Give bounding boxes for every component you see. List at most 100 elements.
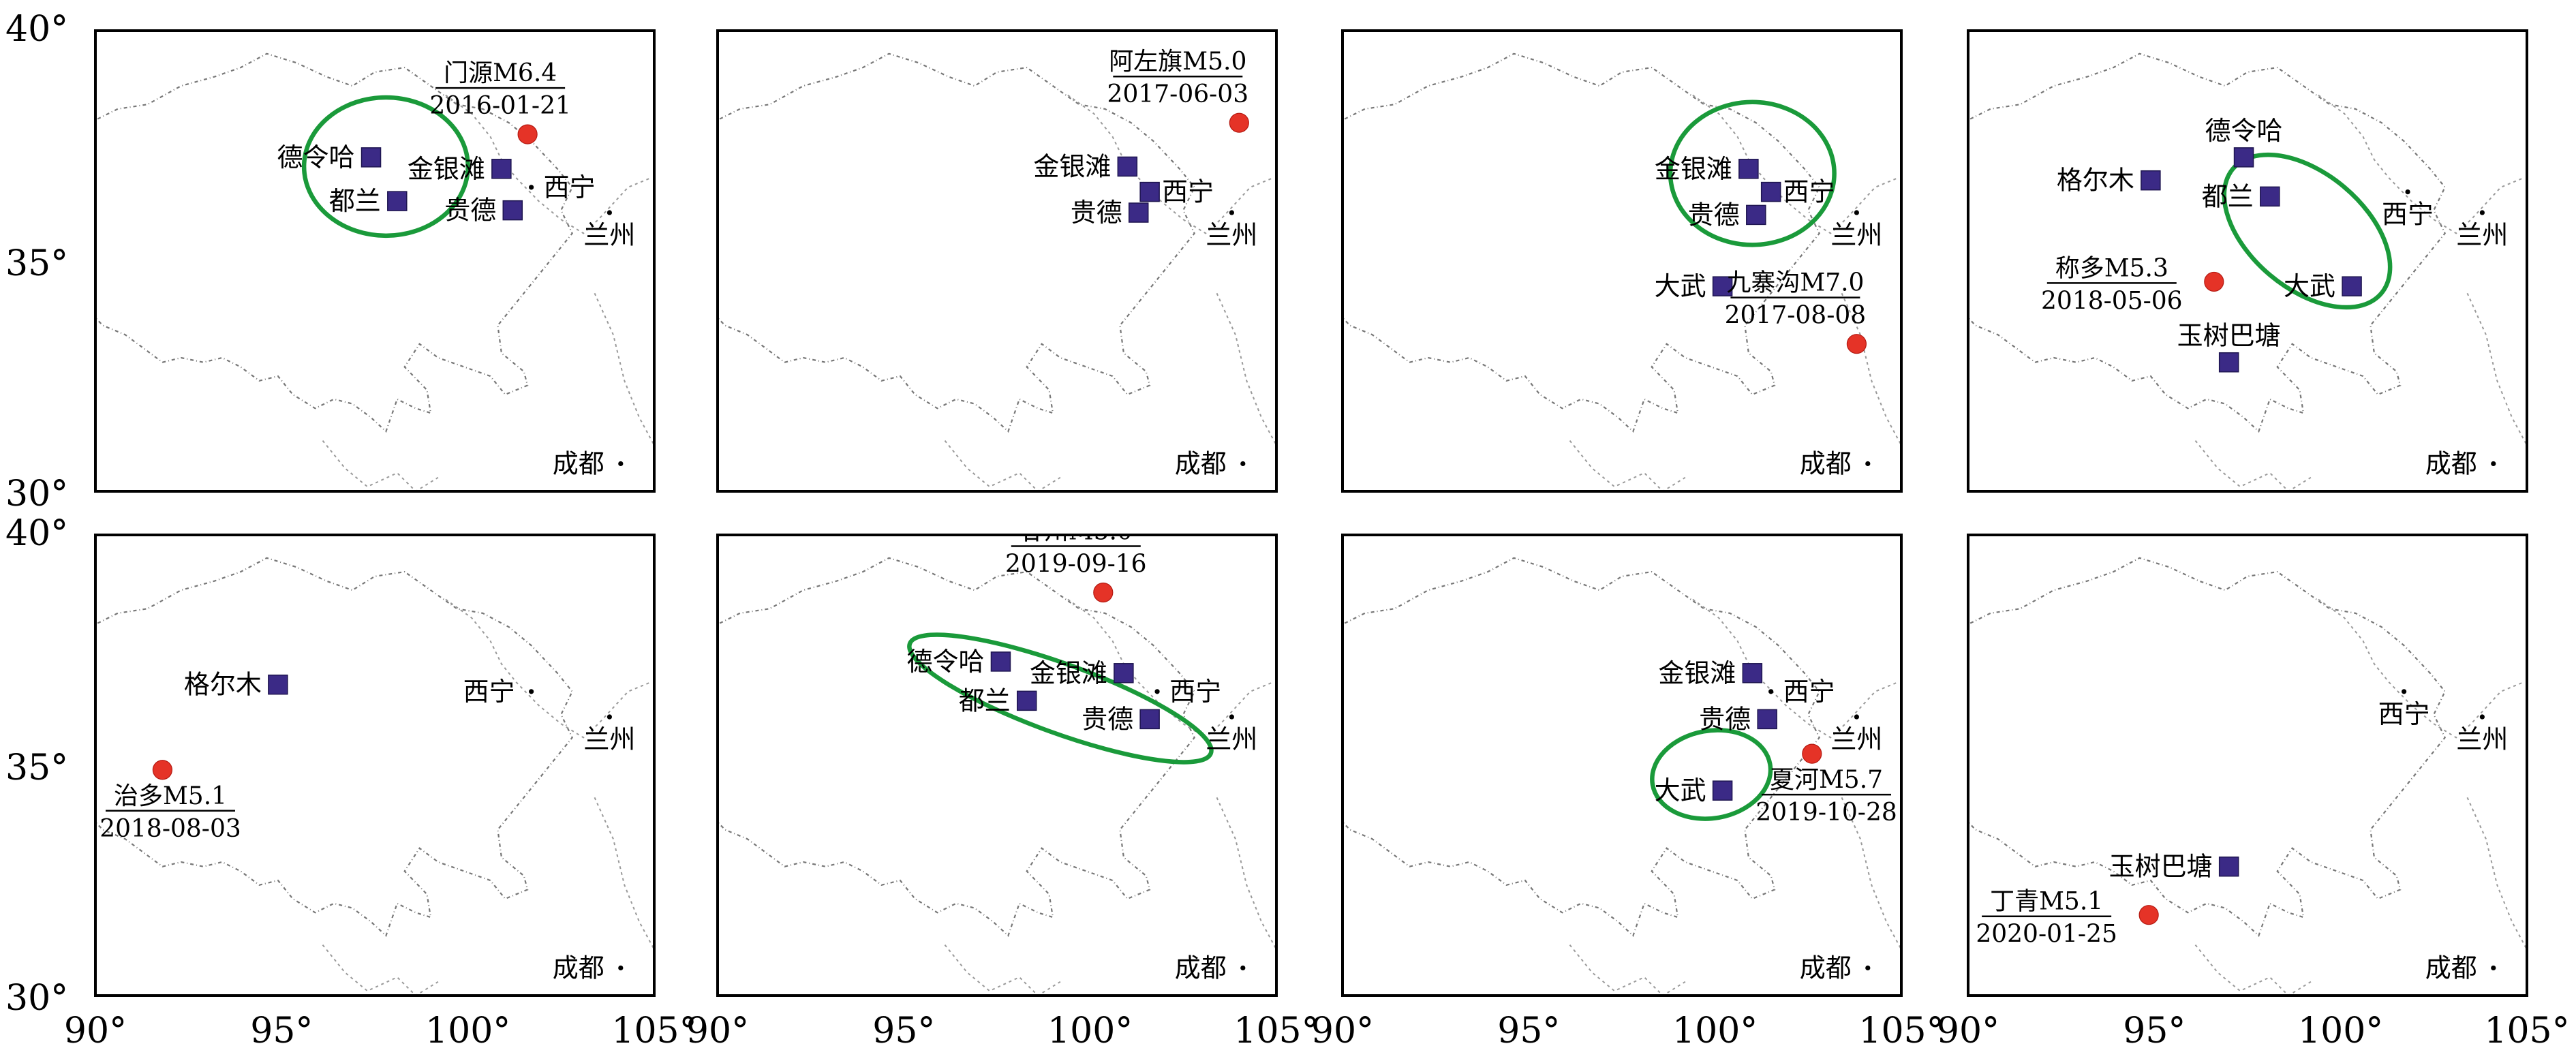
river-line [944,944,1061,996]
river-line [1841,292,1901,446]
city-dot [1240,461,1246,467]
panel-frame [94,29,656,493]
x-tick-label: 105° [2484,1011,2569,1046]
river-line [944,440,1061,491]
station-marker [1139,181,1160,202]
city-label: 兰州 [1206,220,1257,250]
city-label: 西宁 [2382,200,2434,230]
city-label: 兰州 [2456,724,2508,754]
city-dot [2479,714,2485,720]
river-line [445,94,651,234]
station-label: 都兰 [2202,181,2254,211]
river-line [1841,797,1901,950]
city-label: 成都 [1800,448,1852,478]
x-tick-label: 90° [686,1011,749,1046]
earthquake-epicenter [1229,112,1249,133]
earthquake-name: 阿左旗M5.0 [1109,48,1246,76]
earthquake-epicenter [1846,334,1867,354]
earthquake-name: 夏河M5.7 [1770,766,1883,794]
panel-frame [1967,29,2528,493]
x-tick-label: 95° [250,1011,313,1046]
station-label: 格尔木 [2057,166,2134,196]
earthquake-date: 2018-05-06 [2041,287,2183,315]
station-marker [502,200,523,221]
river-line [594,292,654,446]
city-label: 成都 [2425,953,2477,983]
station-marker [2218,856,2239,877]
river-line [322,440,439,491]
panel-frame [716,29,1278,493]
x-tick-label: 100° [1047,1011,1133,1046]
station-label: 玉树巴塘 [2109,852,2213,882]
region-boundary [1968,52,2446,433]
station-label: 金银滩 [1033,151,1111,181]
earthquake-name: 丁青M5.1 [1990,888,2103,916]
station-marker [361,147,382,168]
x-tick-label: 105° [611,1011,696,1046]
city-dot [1854,210,1859,215]
y-tick-label: 40° [5,9,68,50]
city-dot [529,689,534,694]
city-label: 兰州 [1830,220,1882,250]
city-dot [1854,714,1859,720]
station-label: 贵德 [1688,200,1740,230]
city-label: 西宁 [1169,677,1221,707]
x-tick-label: 100° [2298,1011,2383,1046]
station-label: 贵德 [1082,704,1133,734]
river-line [1569,944,1686,996]
river-line [1692,94,1898,234]
station-label: 大武 [2284,271,2335,301]
city-dot [1229,714,1234,720]
earthquake-date: 2018-08-03 [99,815,241,843]
earthquake-name: 门源M6.4 [444,59,557,87]
station-label: 贵德 [1071,198,1122,228]
station-label: 德令哈 [2205,116,2283,146]
anomaly-ellipse [1668,99,1837,247]
river-line [322,944,439,996]
earthquake-name: 称多M5.3 [2055,254,2168,282]
x-tick-label: 105° [1858,1011,1944,1046]
city-dot [607,714,613,720]
city-dot [2479,210,2485,215]
city-label: 成都 [1175,953,1227,983]
y-tick-label: 40° [5,513,68,554]
station-marker [387,191,408,211]
station-marker [1757,709,1777,730]
station-label: 金银滩 [1658,658,1736,688]
station-label: 德令哈 [277,142,355,172]
x-tick-label: 95° [2123,1011,2186,1046]
city-dot [1865,461,1871,467]
region-boundary [1343,52,1820,433]
city-dot [1229,210,1234,215]
station-marker [2233,147,2254,168]
x-tick-label: 100° [1672,1011,1758,1046]
panel-frame [1967,534,2528,997]
station-marker [1746,204,1766,226]
x-tick-label: 100° [425,1011,510,1046]
station-marker [1712,276,1733,296]
region-boundary [1968,557,2446,938]
city-label: 兰州 [1206,724,1257,754]
station-label: 贵德 [1699,704,1751,734]
earthquake-date: 2019-10-28 [1755,799,1897,827]
station-label: 玉树巴塘 [2177,321,2281,351]
y-tick-label: 30° [5,474,68,514]
station-marker [990,651,1011,672]
station-marker [1117,156,1138,177]
city-dot [2402,689,2407,694]
station-label: 金银滩 [1030,658,1107,688]
river-line [1569,440,1686,491]
city-dot [529,185,534,190]
city-label: 成都 [1175,448,1227,478]
station-label: 大武 [1655,775,1706,805]
earthquake-epicenter [1802,743,1822,764]
